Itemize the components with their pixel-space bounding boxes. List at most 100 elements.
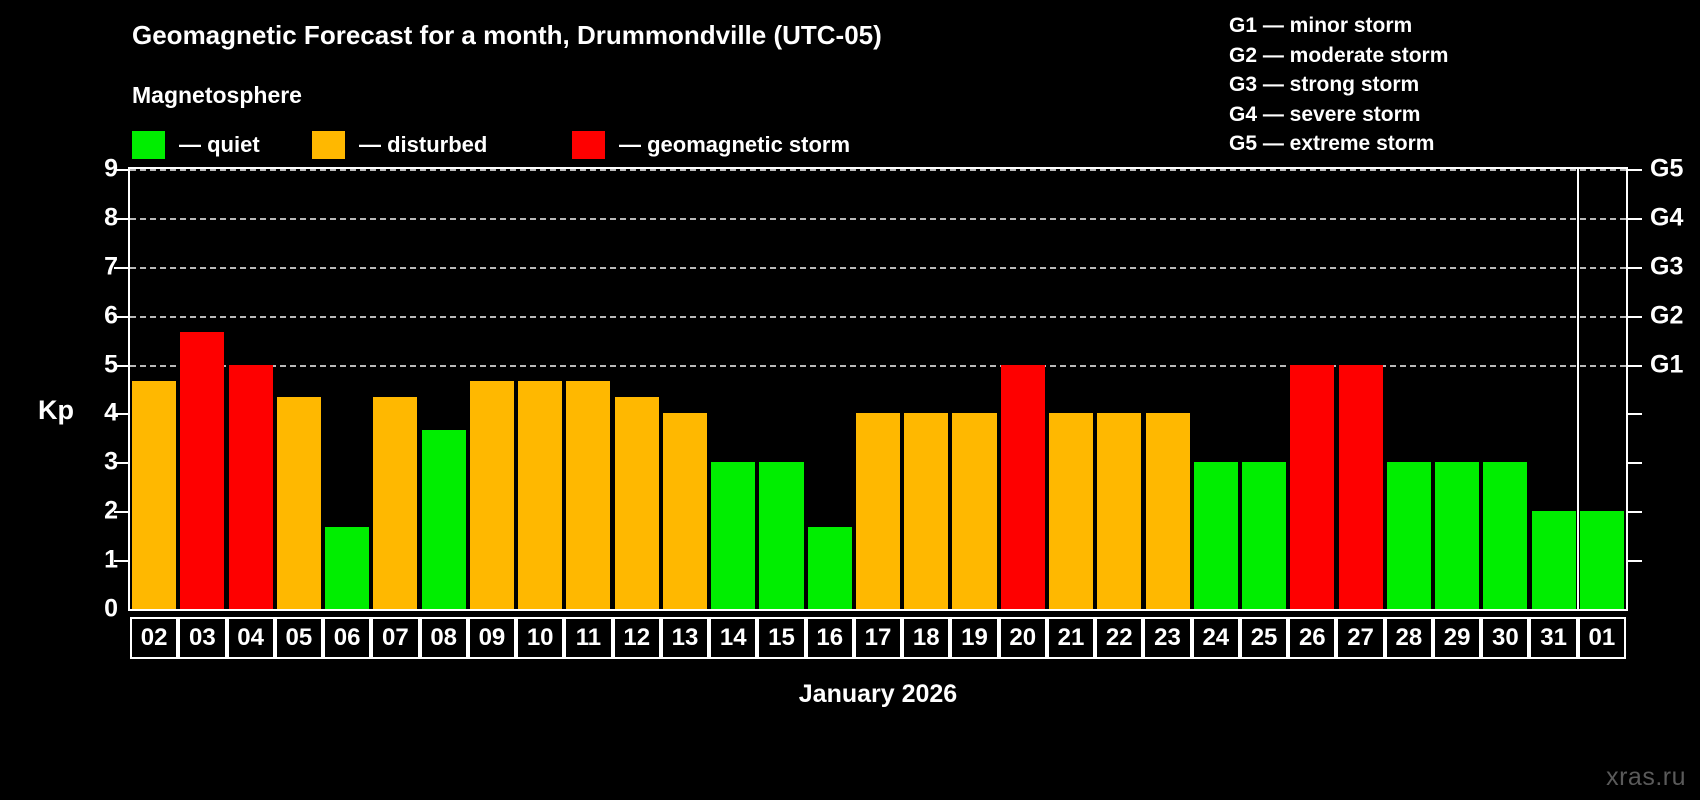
bar-02 — [132, 380, 177, 609]
plot-area — [128, 167, 1628, 611]
bar-26 — [1290, 364, 1335, 609]
x-axis-date-23: 23 — [1143, 617, 1192, 659]
x-axis-date-04: 04 — [226, 617, 275, 659]
g-axis-label-G5: G5 — [1650, 154, 1684, 183]
bar-31 — [1531, 511, 1576, 609]
x-axis-date-15: 15 — [757, 617, 806, 659]
g-axis-label-G4: G4 — [1650, 203, 1684, 232]
bar-13 — [662, 413, 707, 609]
y-tick-label-5: 5 — [104, 350, 118, 379]
bar-17 — [855, 413, 901, 609]
x-axis-date-20: 20 — [998, 617, 1047, 659]
x-axis-date-09: 09 — [467, 617, 517, 659]
g-axis-tick-mark-4 — [1628, 413, 1642, 416]
x-axis-title: January 2026 — [798, 680, 958, 708]
x-axis-date-21: 21 — [1046, 617, 1096, 659]
x-axis-date-03: 03 — [178, 617, 227, 659]
plot-inner — [130, 169, 1626, 609]
bar-10 — [518, 380, 563, 609]
g-axis-tick-mark-2 — [1628, 511, 1642, 514]
x-axis-date-05: 05 — [274, 617, 324, 659]
bar-27 — [1338, 364, 1383, 609]
bar-20 — [1000, 364, 1045, 609]
y-tick-label-9: 9 — [104, 154, 118, 183]
y-tick-label-2: 2 — [104, 496, 118, 525]
y-tick-label-7: 7 — [104, 252, 118, 281]
g-axis-tick-mark-6 — [1628, 315, 1642, 318]
y-tick-mark-3 — [114, 462, 128, 465]
y-tick-mark-2 — [114, 511, 128, 514]
y-tick-label-3: 3 — [104, 447, 118, 476]
watermark: xras.ru — [1606, 763, 1686, 791]
g-axis-label-G1: G1 — [1650, 350, 1684, 379]
bar-11 — [566, 380, 611, 609]
forecast-divider-line — [1576, 169, 1579, 609]
x-axis-date-11: 11 — [564, 617, 613, 659]
legend-label-storm: — geomagnetic storm — [619, 132, 851, 157]
g-axis-label-G2: G2 — [1650, 301, 1684, 330]
x-axis-title-wrap: January 2026 — [128, 680, 1628, 709]
legend-swatch-storm-icon — [572, 131, 605, 159]
bar-30 — [1483, 462, 1528, 609]
x-axis-date-22: 22 — [1095, 617, 1144, 659]
bar-29 — [1435, 462, 1480, 609]
x-axis-date-06: 06 — [323, 617, 372, 659]
g-axis-tick-mark-9 — [1628, 169, 1642, 171]
x-axis-date-27: 27 — [1336, 617, 1385, 659]
legend-item-storm: — geomagnetic storm — [572, 130, 850, 160]
x-axis-date-08: 08 — [419, 617, 468, 659]
gridline-kp-5 — [130, 364, 1626, 367]
bar-08 — [421, 429, 466, 609]
bar-06 — [325, 527, 370, 609]
x-axis-date-10: 10 — [516, 617, 565, 659]
bar-19 — [952, 413, 997, 609]
x-axis-date-17: 17 — [853, 617, 903, 659]
y-tick-label-0: 0 — [104, 594, 118, 623]
y-tick-mark-7 — [114, 266, 128, 269]
bar-18 — [904, 413, 949, 609]
x-axis-date-13: 13 — [660, 617, 710, 659]
x-axis-date-01: 01 — [1577, 617, 1626, 659]
g-scale-legend-line-2: G2 — moderate storm — [1229, 43, 1449, 67]
gridline-kp-9 — [130, 169, 1626, 171]
bar-24 — [1193, 462, 1238, 609]
g-axis-tick-mark-5 — [1628, 364, 1642, 367]
g-axis-tick-mark-8 — [1628, 217, 1642, 220]
bar-21 — [1049, 413, 1094, 609]
x-axis-date-29: 29 — [1432, 617, 1482, 659]
bar-07 — [373, 397, 418, 609]
g-scale-legend-line-3: G3 — strong storm — [1229, 73, 1420, 96]
g-axis-label-G3: G3 — [1650, 252, 1684, 281]
gridline-kp-7 — [130, 266, 1626, 269]
x-axis-date-28: 28 — [1384, 617, 1433, 659]
bar-23 — [1145, 413, 1190, 609]
x-axis-date-16: 16 — [805, 617, 854, 659]
x-axis-date-24: 24 — [1191, 617, 1240, 659]
bar-03 — [180, 331, 225, 609]
x-axis-date-30: 30 — [1481, 617, 1530, 659]
bar-28 — [1386, 462, 1431, 609]
legend-label-disturbed: — disturbed — [359, 132, 488, 157]
gridline-kp-8 — [130, 217, 1626, 220]
x-axis-date-14: 14 — [709, 617, 758, 659]
bar-05 — [276, 397, 321, 609]
legend-item-quiet: — quiet — [132, 130, 260, 160]
g-axis-tick-mark-1 — [1628, 560, 1642, 563]
y-tick-mark-5 — [114, 364, 128, 367]
x-axis-date-07: 07 — [371, 617, 420, 659]
y-tick-mark-9 — [114, 169, 128, 171]
y-tick-label-8: 8 — [104, 203, 118, 232]
legend-swatch-quiet-icon — [132, 131, 165, 159]
bar-15 — [759, 462, 804, 609]
bar-12 — [614, 397, 659, 609]
bar-01 — [1579, 511, 1624, 609]
y-tick-mark-8 — [114, 217, 128, 220]
y-tick-label-4: 4 — [104, 398, 118, 427]
bar-16 — [807, 527, 852, 609]
g-axis-tick-mark-7 — [1628, 266, 1642, 269]
legend-item-disturbed: — disturbed — [312, 130, 487, 160]
x-axis-date-02: 02 — [130, 617, 179, 659]
g-scale-legend-line-5: G5 — extreme storm — [1229, 132, 1435, 155]
g-scale-legend-line-1: G1 — minor storm — [1229, 14, 1413, 37]
